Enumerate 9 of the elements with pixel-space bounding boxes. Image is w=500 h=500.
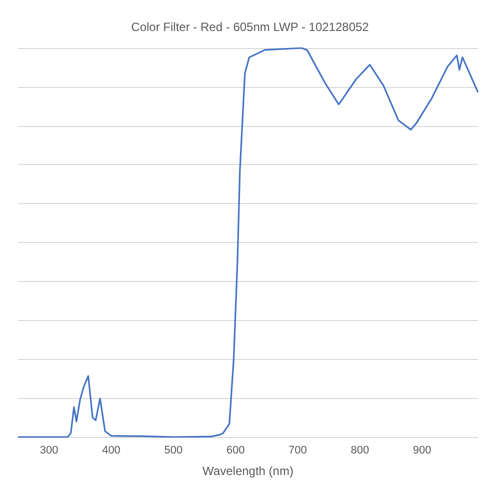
x-tick-label: 300 (40, 444, 58, 456)
x-tick-label: 700 (288, 444, 307, 456)
x-tick-label: 800 (350, 444, 370, 456)
x-tick-label: 600 (226, 444, 245, 456)
x-tick-label: 500 (164, 444, 183, 456)
chart-title: Color Filter - Red - 605nm LWP - 102128052 (131, 20, 370, 34)
x-axis-title: Wavelength (nm) (202, 464, 294, 478)
x-tick-label: 400 (102, 444, 120, 456)
x-tick-label: 900 (412, 444, 432, 456)
